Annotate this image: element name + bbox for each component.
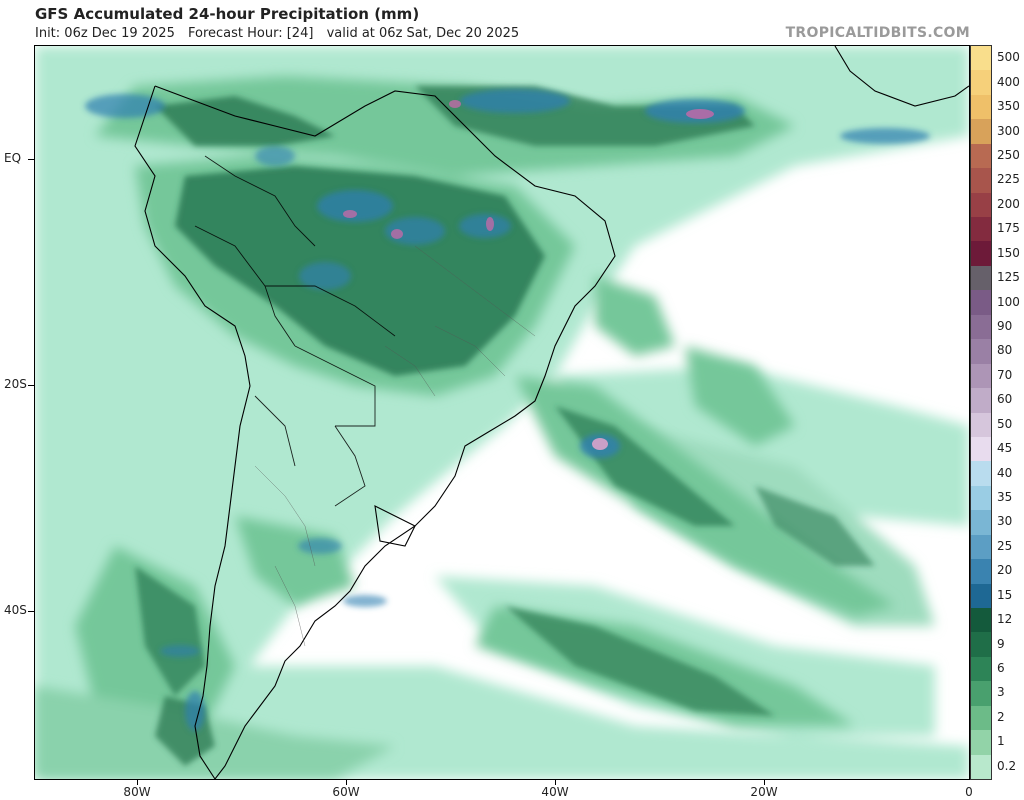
colorbar-swatch: [971, 730, 991, 756]
colorbar-swatch: [971, 143, 991, 169]
colorbar-label: 12: [997, 612, 1013, 627]
colorbar-label: 25: [997, 538, 1013, 553]
map-canvas: [35, 46, 969, 779]
colorbar-swatch: [971, 241, 991, 267]
colorbar-swatch: [971, 119, 991, 145]
colorbar-swatch: [971, 461, 991, 487]
colorbar-swatch: [971, 412, 991, 438]
coastlines: [134, 46, 969, 779]
valid-time: valid at 06z Sat, Dec 20 2025: [326, 26, 520, 41]
colorbar-label: 35: [997, 490, 1013, 505]
colorbar-swatch: [971, 436, 991, 462]
colorbar-swatch: [971, 46, 991, 71]
colorbar-label: 70: [997, 367, 1013, 382]
colorbar-swatch: [971, 754, 991, 780]
colorbar-swatch: [971, 192, 991, 218]
country-borders: [194, 155, 396, 507]
lat-label-20s: 20S: [4, 377, 27, 391]
colorbar-swatch: [971, 559, 991, 585]
colorbar-label: 9: [997, 636, 1005, 651]
colorbar-label: 60: [997, 392, 1013, 407]
lon-tick: [137, 780, 138, 785]
lon-tick: [764, 780, 765, 785]
colorbar-swatch: [971, 70, 991, 96]
forecast-hour: Forecast Hour: [24]: [187, 26, 314, 41]
colorbar-swatch: [971, 290, 991, 316]
precipitation-map[interactable]: [34, 45, 970, 780]
colorbar-label: 40: [997, 465, 1013, 480]
colorbar-swatch: [971, 217, 991, 242]
colorbar-swatch: [971, 583, 991, 609]
lon-label-60w: 60W: [332, 785, 360, 799]
colorbar-swatch: [971, 168, 991, 194]
colorbar-label: 15: [997, 587, 1013, 602]
colorbar-label: 20: [997, 563, 1013, 578]
colorbar-label: 30: [997, 514, 1013, 529]
lat-tick: [28, 611, 34, 612]
colorbar-label: 500: [997, 50, 1020, 65]
colorbar-label: 200: [997, 196, 1020, 211]
lon-tick: [346, 780, 347, 785]
lon-label-0: 0: [965, 785, 973, 799]
colorbar-swatch: [971, 632, 991, 658]
state-borders: [254, 245, 536, 647]
colorbar-swatch: [971, 94, 991, 120]
colorbar-label: 3: [997, 685, 1005, 700]
lon-tick: [555, 780, 556, 785]
colorbar-label: 400: [997, 74, 1020, 89]
colorbar-label: 50: [997, 416, 1013, 431]
colorbar-swatch: [971, 388, 991, 413]
colorbar-label: 350: [997, 99, 1020, 114]
colorbar-swatch: [971, 485, 991, 511]
colorbar-swatch: [971, 607, 991, 633]
colorbar-swatch: [971, 534, 991, 560]
lat-tick: [28, 159, 34, 160]
colorbar-label: 80: [997, 343, 1013, 358]
colorbar-swatch: [971, 265, 991, 291]
lon-label-80w: 80W: [123, 785, 151, 799]
colorbar-swatch: [971, 314, 991, 340]
colorbar-label: 6: [997, 661, 1005, 676]
precip-extreme-cells: [343, 100, 714, 450]
lat-tick: [28, 385, 34, 386]
brand-logo-text: TROPICALTIDBITS.COM: [785, 25, 970, 41]
colorbar-label: 0.2: [997, 758, 1017, 773]
lon-label-40w: 40W: [541, 785, 569, 799]
chart-title: GFS Accumulated 24-hour Precipitation (m…: [35, 5, 420, 23]
chart-subtitle: Init: 06z Dec 19 2025 Forecast Hour: [24…: [35, 26, 528, 41]
colorbar-swatch: [971, 510, 991, 536]
lon-label-20w: 20W: [750, 785, 778, 799]
colorbar-swatch: [971, 656, 991, 682]
colorbar-label: 150: [997, 245, 1020, 260]
colorbar-label: 90: [997, 318, 1013, 333]
colorbar-swatch: [971, 681, 991, 707]
colorbar-label: 125: [997, 270, 1020, 285]
colorbar-label: 45: [997, 441, 1013, 456]
colorbar-label: 300: [997, 123, 1020, 138]
lat-label-40s: 40S: [4, 603, 27, 617]
colorbar-swatch: [971, 339, 991, 365]
colorbar-swatch: [971, 363, 991, 389]
colorbar-label: 1: [997, 734, 1005, 749]
colorbar: [970, 45, 992, 780]
colorbar-swatch: [971, 705, 991, 731]
colorbar-label: 225: [997, 172, 1020, 187]
colorbar-label: 250: [997, 147, 1020, 162]
lat-label-eq: EQ: [4, 151, 22, 165]
colorbar-label: 175: [997, 221, 1020, 236]
colorbar-label: 2: [997, 709, 1005, 724]
colorbar-label: 100: [997, 294, 1020, 309]
init-time: Init: 06z Dec 19 2025: [35, 26, 175, 41]
